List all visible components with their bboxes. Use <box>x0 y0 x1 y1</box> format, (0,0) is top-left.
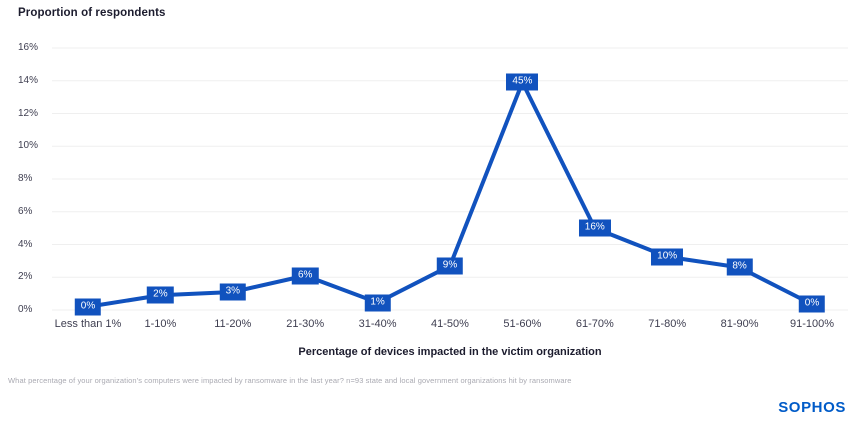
data-point-label: 1% <box>364 294 391 312</box>
data-point-label: 16% <box>578 219 611 237</box>
x-tick-label: 81-90% <box>720 318 759 330</box>
data-point-label: 45% <box>506 73 539 91</box>
x-tick-label: 51-60% <box>503 318 542 330</box>
x-axis-title: Percentage of devices impacted in the vi… <box>298 346 602 358</box>
x-tick-label: 31-40% <box>358 318 397 330</box>
y-tick-label: 0% <box>18 304 33 315</box>
data-point-label: 3% <box>219 283 247 301</box>
x-tick-label: 21-30% <box>286 318 325 330</box>
data-point-label: 9% <box>436 257 464 275</box>
y-tick-label: 14% <box>18 74 39 86</box>
data-point-label: 8% <box>726 258 753 276</box>
x-tick-label: 71-80% <box>648 318 687 330</box>
x-tick-label: 91-100% <box>789 318 835 330</box>
x-tick-label: Less than 1% <box>54 318 122 330</box>
y-tick-label: 2% <box>18 271 33 283</box>
y-tick-label: 8% <box>18 173 33 184</box>
sophos-logo: SOPHOS <box>778 399 846 416</box>
x-tick-label: 11-20% <box>214 318 252 330</box>
gridlines <box>52 47 848 311</box>
y-tick-label: 4% <box>18 238 33 250</box>
data-point-label: 2% <box>147 286 174 304</box>
y-tick-label: 12% <box>18 107 39 119</box>
data-point-label: 10% <box>651 248 684 266</box>
survey-footnote: What percentage of your organization's c… <box>8 376 572 385</box>
data-point-label: 0% <box>74 298 102 316</box>
x-tick-label: 41-50% <box>431 318 469 330</box>
chart-title: Proportion of respondents <box>18 7 166 19</box>
data-point-label: 0% <box>798 295 826 313</box>
y-tick-label: 16% <box>18 42 39 53</box>
data-point-label: 6% <box>291 267 319 285</box>
x-tick-label: 1-10% <box>144 318 177 330</box>
x-tick-label: 61-70% <box>575 318 614 330</box>
y-tick-label: 10% <box>18 140 39 152</box>
y-tick-label: 6% <box>18 205 33 217</box>
